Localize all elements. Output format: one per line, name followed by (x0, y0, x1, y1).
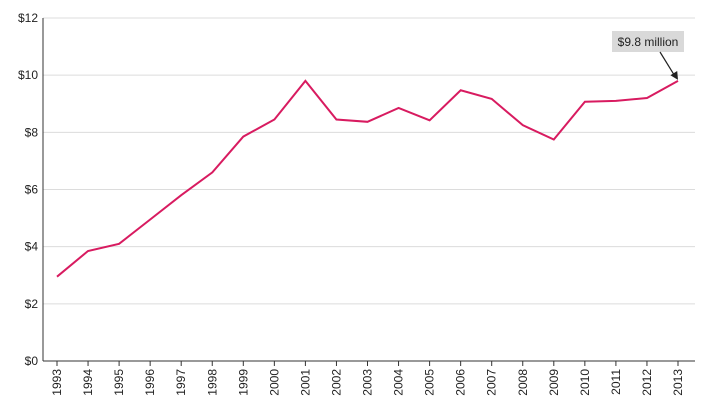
y-tick-label: $0 (25, 354, 39, 368)
x-tick-label: 2004 (392, 369, 406, 396)
series-layer (56, 79, 679, 278)
annotation-box (612, 31, 684, 52)
x-tick-label: 1993 (50, 369, 64, 396)
y-tick-label: $2 (25, 297, 39, 311)
x-tick-label: 2008 (516, 369, 530, 396)
y-tick-label: $8 (25, 125, 39, 139)
x-tick-label: 1995 (112, 369, 126, 396)
x-tick-label: 2012 (640, 369, 654, 396)
x-tick-label: 2002 (329, 369, 343, 396)
axes (42, 18, 695, 366)
y-tick-label: $6 (25, 183, 39, 197)
series-line (56, 79, 679, 278)
x-tick-label: 1996 (143, 369, 157, 396)
annotation: $9.8 million (612, 31, 684, 80)
x-tick-label: 2005 (423, 369, 437, 396)
x-tick-label: 2003 (361, 369, 375, 396)
x-tick-label: 2011 (609, 369, 623, 395)
x-tick-label: 1994 (81, 369, 95, 396)
x-tick-label: 2007 (485, 369, 499, 396)
y-tick-label: $12 (18, 11, 38, 25)
y-tick-label: $10 (18, 68, 38, 82)
x-tick-label: 1999 (236, 369, 250, 396)
x-tick-label: 2010 (578, 369, 592, 396)
x-tick-label: 1998 (205, 369, 219, 396)
grid-lines (43, 17, 695, 305)
annotation-arrowhead (670, 71, 678, 80)
x-tick-label: 1997 (174, 369, 188, 396)
annotation-label: $9.8 million (618, 35, 679, 49)
x-tick-labels: 1993 1994 1995 1996 1997 1998 1999 2000 2001 2002… (50, 369, 685, 396)
x-tick-label: 2013 (671, 369, 685, 396)
x-tick-label: 2006 (454, 369, 468, 396)
y-tick-label: $4 (25, 240, 39, 254)
x-tick-label: 2001 (298, 369, 312, 396)
x-tick-label: 2009 (547, 369, 561, 396)
x-tick-label: 2000 (267, 369, 281, 396)
y-tick-labels: $0 $2 $4 $6 $8 $10 $12 (18, 11, 38, 368)
